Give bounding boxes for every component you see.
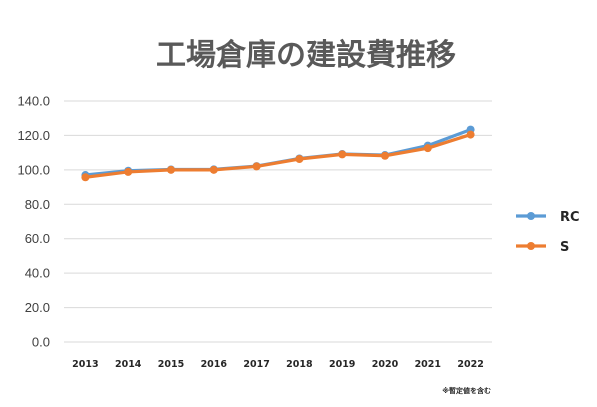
data-point (295, 155, 304, 164)
y-tick-label: 140.0 (17, 94, 50, 109)
x-tick-label: 2022 (457, 359, 483, 370)
data-point (381, 151, 389, 160)
data-point (338, 150, 347, 159)
legend-marker (527, 242, 535, 250)
series-s (81, 130, 475, 182)
x-tick-label: 2021 (415, 359, 441, 370)
data-point (209, 165, 218, 174)
x-tick-label: 2015 (158, 359, 184, 370)
x-tick-label: 2019 (329, 359, 355, 370)
data-point (252, 162, 261, 171)
y-tick-label: 80.0 (25, 197, 50, 212)
x-axis: 2013 2014 2015 2016 2017 2018 2019 2020 2021 2022 (72, 359, 484, 370)
gridlines (64, 100, 492, 343)
data-point (466, 130, 475, 139)
legend-item-s: S (516, 240, 569, 255)
legend-label: RC (560, 210, 580, 225)
y-tick-label: 20.0 (25, 300, 50, 315)
legend-item-rc: RC (516, 210, 580, 225)
y-tick-label: 0.0 (32, 335, 50, 350)
x-tick-label: 2017 (243, 359, 269, 370)
data-point (81, 173, 90, 182)
x-tick-label: 2013 (72, 359, 98, 370)
series-line (83, 132, 473, 179)
data-point (124, 167, 133, 176)
x-tick-label: 2018 (286, 359, 313, 370)
legend: RC S (516, 210, 580, 255)
y-tick-label: 120.0 (17, 128, 50, 143)
footnote: ※暫定値を含む (442, 386, 491, 395)
chart-title: 工場倉庫の建設費推移 (156, 38, 456, 73)
y-axis: 0.0 20.0 40.0 60.0 80.0 100.0 120.0 140.0 (17, 94, 50, 350)
y-tick-label: 60.0 (25, 231, 50, 246)
data-point (423, 144, 432, 153)
series-group (81, 125, 475, 182)
x-tick-label: 2016 (201, 359, 228, 370)
legend-marker (527, 212, 535, 220)
x-tick-label: 2020 (372, 359, 399, 370)
y-tick-label: 40.0 (25, 266, 50, 281)
y-tick-label: 100.0 (17, 162, 50, 177)
legend-label: S (560, 240, 569, 255)
x-tick-label: 2014 (115, 359, 142, 370)
data-point (167, 165, 175, 174)
